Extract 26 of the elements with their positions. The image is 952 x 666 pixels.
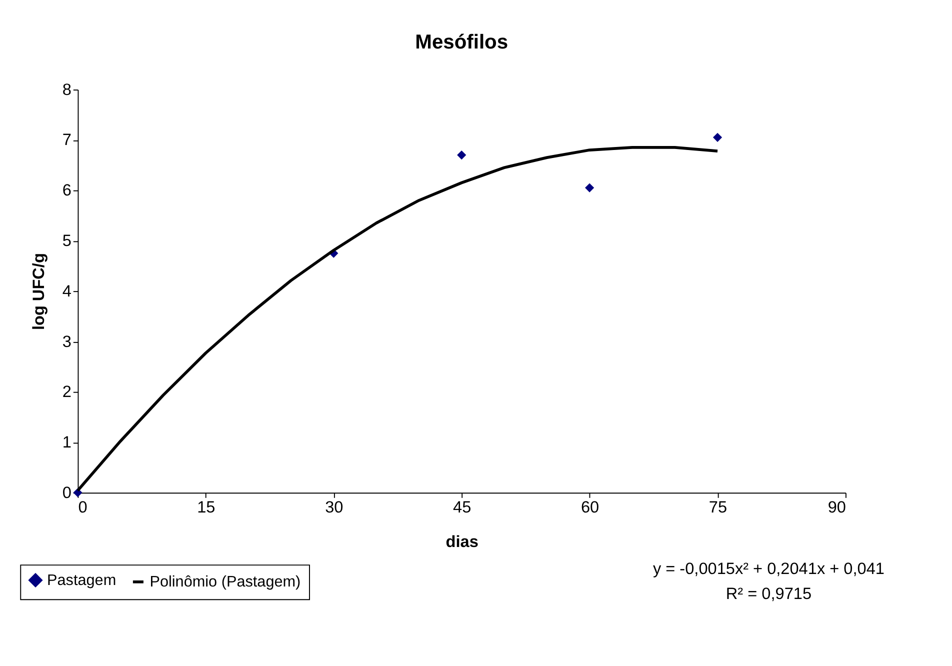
y-tick-label: 1 xyxy=(62,434,72,452)
legend-label: Pastagem xyxy=(47,572,116,589)
y-axis-title: log UFC/g xyxy=(30,253,48,330)
text: y = -0,0015x² + 0,2041x + 0,041 xyxy=(652,560,884,578)
chart-title: Mesófilos xyxy=(415,31,508,54)
point xyxy=(712,132,722,142)
x-tick-label: 0 xyxy=(78,498,88,516)
y-tick-label: 0 xyxy=(62,484,72,502)
x-tick-label: 15 xyxy=(197,498,216,516)
y-tick-label: 7 xyxy=(62,131,72,150)
y-tick-label: 3 xyxy=(62,332,72,351)
point xyxy=(585,183,594,192)
x-tick-label: 75 xyxy=(708,498,728,516)
y-tick-label: 5 xyxy=(62,232,72,250)
y-tick-label: 6 xyxy=(62,182,72,200)
legend-label: Polinômio (Pastagem) xyxy=(150,574,301,591)
y-tick-label: 2 xyxy=(62,383,72,402)
x-axis-title: dias xyxy=(446,532,478,551)
x-tick-label: 90 xyxy=(828,498,846,516)
point xyxy=(457,150,466,160)
x-tick-label: 30 xyxy=(325,498,344,516)
x-tick-label: 45 xyxy=(453,498,472,516)
x-tick-label: 60 xyxy=(580,498,600,516)
text: R² = 0,9715 xyxy=(726,585,812,604)
y-tick-label: 4 xyxy=(62,282,72,300)
y-tick-label: 8 xyxy=(62,80,72,99)
